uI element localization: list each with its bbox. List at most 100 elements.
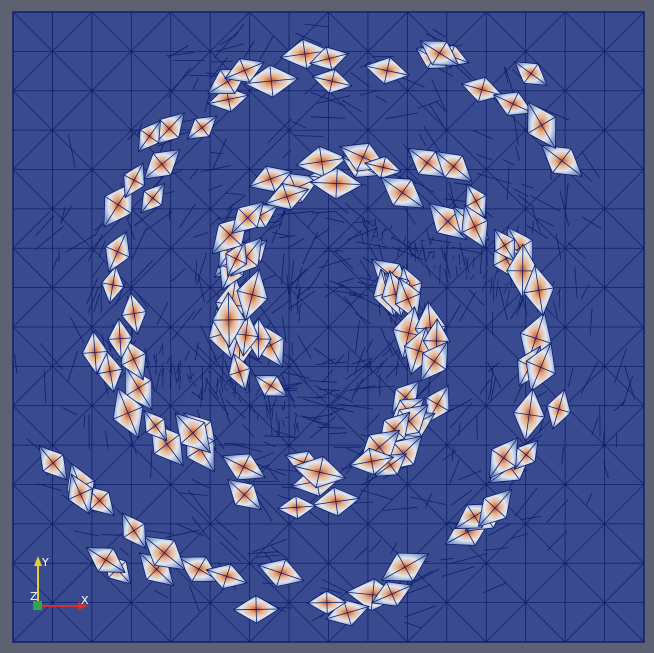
mesh-edge <box>176 364 180 374</box>
mesh-edge <box>382 228 388 233</box>
mesh-edge <box>297 396 327 398</box>
mesh-edge <box>170 208 211 249</box>
mesh-edge <box>209 366 250 406</box>
mesh-edge <box>329 432 347 435</box>
mesh-edge <box>258 304 280 336</box>
mesh-edge <box>169 363 174 372</box>
mesh-edge <box>604 11 645 52</box>
mesh-edge <box>525 11 566 52</box>
mesh-edge <box>287 238 305 249</box>
mesh-edge <box>513 188 529 197</box>
mesh-edge <box>486 287 526 328</box>
mesh-edge <box>146 362 148 365</box>
mesh-edge <box>385 112 418 120</box>
mesh-edge <box>119 547 130 556</box>
mesh-edge <box>255 388 260 397</box>
mesh-edge <box>335 229 363 252</box>
mesh-edge <box>446 129 487 170</box>
element-diagonal <box>507 91 519 116</box>
element-diagonal <box>121 311 147 316</box>
mesh-edge <box>162 367 164 387</box>
mesh-edge <box>297 334 312 360</box>
mesh-edge <box>564 248 605 288</box>
element-diagonal <box>90 491 109 510</box>
mesh-edge <box>130 227 147 261</box>
mesh-edge <box>564 90 605 131</box>
element-diagonal <box>523 63 539 84</box>
mesh-edge <box>373 235 377 238</box>
highlighted-elements <box>38 38 583 627</box>
mesh-edge <box>271 403 274 420</box>
element-diagonal <box>422 352 447 370</box>
mesh-edge <box>288 326 329 367</box>
mesh-edge <box>407 248 448 288</box>
mesh-edge <box>247 551 278 554</box>
mesh-edge <box>564 444 605 485</box>
mesh-edge <box>432 250 435 259</box>
mesh-edge <box>270 417 273 437</box>
element-diagonal <box>517 447 536 463</box>
mesh-edge <box>200 391 203 408</box>
mesh-edge <box>311 210 337 214</box>
mesh-edge <box>353 346 366 375</box>
mesh-edge <box>367 484 408 525</box>
mesh-edge <box>231 391 236 394</box>
mesh-edge <box>389 225 393 231</box>
mesh-edge <box>12 484 53 525</box>
mesh-edge <box>178 375 182 391</box>
element-diagonal <box>328 69 336 94</box>
mesh-edge <box>458 470 482 481</box>
mesh-edge <box>497 270 501 272</box>
mesh-edge <box>429 103 446 130</box>
mesh-edge <box>487 279 491 283</box>
mesh-edge <box>374 218 376 227</box>
mesh-edge <box>191 516 211 541</box>
mesh-edge <box>153 353 158 359</box>
mesh-edge <box>39 343 63 370</box>
mesh-edge <box>329 197 349 214</box>
mesh-edge <box>289 260 294 296</box>
mesh-edge <box>131 11 171 52</box>
mesh-edge <box>282 419 285 427</box>
mesh-edge <box>288 602 329 643</box>
mesh-edge <box>357 385 396 390</box>
mesh-edge <box>68 133 76 169</box>
mesh-edge <box>219 36 234 46</box>
mesh-edge <box>288 90 329 131</box>
mesh-edge <box>307 259 329 291</box>
mesh-edge <box>410 496 447 505</box>
element-diagonal <box>386 581 398 607</box>
mesh-edge <box>12 169 53 210</box>
mesh-edge <box>447 398 472 413</box>
mesh-edge <box>276 469 298 472</box>
mesh-edge <box>328 248 369 288</box>
mesh-edge <box>256 35 274 65</box>
mesh-edge <box>213 355 233 386</box>
mesh-edge <box>564 523 605 564</box>
mesh-edge <box>51 257 58 273</box>
mesh-edge <box>288 290 316 310</box>
mesh-edge <box>341 99 363 113</box>
mesh-edge <box>360 277 379 283</box>
mesh-edge <box>323 283 354 308</box>
element-diagonal <box>97 368 123 375</box>
mesh-edge <box>52 563 93 603</box>
element-diagonal <box>325 46 333 71</box>
mesh-edge <box>613 400 626 412</box>
mesh-edge <box>525 602 566 643</box>
mesh-edge <box>361 235 364 246</box>
mesh-edge <box>91 11 132 52</box>
mesh-edge <box>159 345 163 354</box>
mesh-edge <box>176 523 205 537</box>
mesh-edge <box>328 326 369 367</box>
mesh-edge <box>403 621 422 629</box>
mesh-edge <box>310 116 346 119</box>
mesh-edge <box>296 285 300 310</box>
mesh-edge <box>220 541 241 562</box>
mesh-edge <box>321 578 347 592</box>
mesh-edge <box>502 158 515 166</box>
mesh-edge <box>363 358 373 369</box>
element-diagonal <box>523 287 555 294</box>
